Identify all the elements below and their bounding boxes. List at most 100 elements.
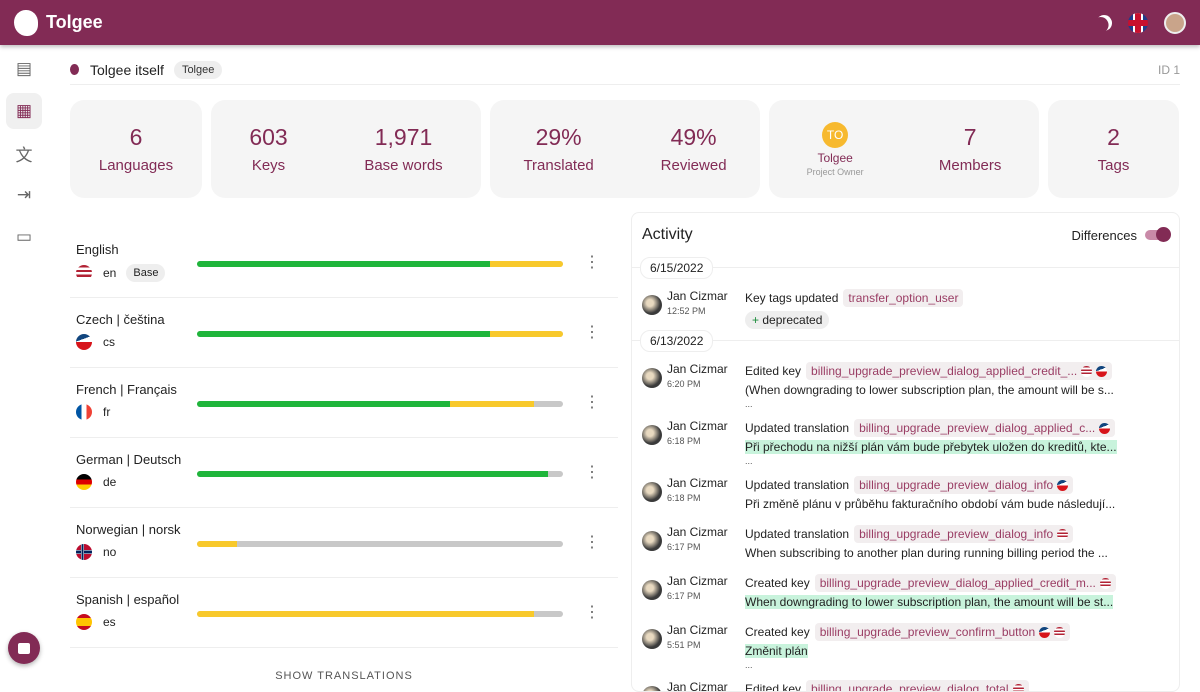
key-chip[interactable]: transfer_option_user bbox=[843, 289, 963, 307]
flag-us-icon bbox=[1057, 529, 1068, 540]
project-id: ID 1 bbox=[1158, 63, 1180, 77]
key-chip[interactable]: billing_upgrade_preview_dialog_applied_c… bbox=[854, 419, 1115, 437]
activity-action: Updated translation bbox=[745, 421, 849, 435]
translation-text: Při změně plánu v průběhu fakturačního o… bbox=[745, 497, 1115, 511]
user-name: Jan Cizmar bbox=[667, 623, 745, 637]
flag-de-icon bbox=[76, 474, 92, 490]
user-name: Jan Cizmar bbox=[667, 419, 745, 433]
breadcrumb: Tolgee itself Tolgee ID 1 bbox=[70, 55, 1180, 85]
translation-text: (When downgrading to lower subscription … bbox=[745, 383, 1114, 397]
show-translations-button[interactable]: SHOW TRANSLATIONS bbox=[70, 670, 618, 682]
flag-us-icon bbox=[1054, 627, 1065, 638]
more-options-icon[interactable]: ⋮ bbox=[584, 252, 600, 272]
language-progress-bar bbox=[197, 261, 563, 267]
organization-chip[interactable]: Tolgee bbox=[174, 61, 222, 79]
translation-text: When downgrading to lower subscription p… bbox=[745, 595, 1113, 609]
user-avatar bbox=[642, 686, 662, 692]
app-name[interactable]: Tolgee bbox=[46, 12, 103, 33]
translated-segment bbox=[197, 611, 534, 617]
user-name: Jan Cizmar bbox=[667, 574, 745, 588]
project-logo-icon bbox=[70, 64, 79, 75]
translated-segment bbox=[490, 331, 563, 337]
activity-date: 6/13/2022 bbox=[632, 340, 1179, 362]
key-chip[interactable]: billing_upgrade_preview_dialog_info bbox=[854, 525, 1073, 543]
more-options-icon[interactable]: ⋮ bbox=[584, 462, 600, 482]
tolgee-logo-icon[interactable] bbox=[14, 10, 38, 36]
user-avatar[interactable] bbox=[1164, 12, 1186, 34]
key-chip[interactable]: billing_upgrade_preview_confirm_button bbox=[815, 623, 1070, 641]
language-progress-bar bbox=[197, 331, 563, 337]
top-bar: Tolgee bbox=[0, 0, 1200, 45]
project-name[interactable]: Tolgee itself bbox=[90, 62, 164, 78]
flag-cz-icon bbox=[1039, 627, 1050, 638]
user-avatar bbox=[642, 482, 662, 502]
language-row: German | Deutsch de ⋮ bbox=[70, 438, 618, 508]
language-code: no bbox=[103, 545, 116, 559]
translated-segment bbox=[490, 261, 563, 267]
keys-count: 603 bbox=[249, 124, 287, 151]
flag-es-icon bbox=[76, 614, 92, 630]
activity-action: Updated translation bbox=[745, 478, 849, 492]
more-options-icon[interactable]: ⋮ bbox=[584, 392, 600, 412]
language-progress-bar bbox=[197, 541, 563, 547]
activity-date: 6/15/2022 bbox=[632, 267, 1179, 289]
more-options-icon[interactable]: ⋮ bbox=[584, 322, 600, 342]
language-uk-flag-icon[interactable] bbox=[1128, 13, 1148, 33]
integrate-icon[interactable]: ▭ bbox=[6, 219, 42, 255]
projects-icon[interactable]: ▤ bbox=[6, 51, 42, 87]
key-name: billing_upgrade_preview_dialog_total bbox=[811, 682, 1008, 692]
base-words-label: Base words bbox=[364, 157, 442, 174]
flag-us-icon bbox=[1013, 684, 1024, 692]
languages-label: Languages bbox=[99, 157, 173, 174]
key-name: transfer_option_user bbox=[848, 291, 958, 305]
reviewed-segment bbox=[197, 261, 490, 267]
feedback-button[interactable] bbox=[8, 632, 40, 664]
key-chip[interactable]: billing_upgrade_preview_dialog_total bbox=[806, 680, 1028, 692]
language-name: Czech | čeština bbox=[76, 312, 165, 327]
flag-cz-icon bbox=[76, 334, 92, 350]
activity-time: 6:17 PM bbox=[667, 591, 745, 601]
user-avatar bbox=[642, 531, 662, 551]
user-name: Jan Cizmar bbox=[667, 476, 745, 490]
date-label: 6/13/2022 bbox=[640, 330, 713, 352]
key-chip[interactable]: billing_upgrade_preview_dialog_applied_c… bbox=[815, 574, 1116, 592]
import-icon[interactable]: ⇥ bbox=[6, 177, 42, 213]
user-name: Jan Cizmar bbox=[667, 525, 745, 539]
dashboard-icon[interactable]: ▦ bbox=[6, 93, 42, 129]
tags-count: 2 bbox=[1098, 124, 1130, 151]
dark-mode-icon[interactable] bbox=[1093, 12, 1115, 34]
key-name: billing_upgrade_preview_confirm_button bbox=[820, 625, 1035, 639]
members-label: Members bbox=[939, 157, 1002, 174]
more-options-icon[interactable]: ⋮ bbox=[584, 532, 600, 552]
reviewed-segment bbox=[197, 471, 548, 477]
activity-time: 6:18 PM bbox=[667, 493, 745, 503]
more-options-icon[interactable]: ⋮ bbox=[584, 602, 600, 622]
translation-text: Při přechodu na nižší plán vám bude přeb… bbox=[745, 440, 1117, 454]
key-name: billing_upgrade_preview_dialog_applied_c… bbox=[811, 364, 1077, 378]
members-count: 7 bbox=[939, 124, 1002, 151]
translations-icon[interactable]: 文 bbox=[6, 135, 42, 171]
owner-name: Tolgee bbox=[807, 151, 864, 165]
flag-cz-icon bbox=[1057, 480, 1068, 491]
tag-added-prefix: + bbox=[752, 313, 759, 327]
key-chip[interactable]: billing_upgrade_preview_dialog_info bbox=[854, 476, 1073, 494]
base-words-count: 1,971 bbox=[364, 124, 442, 151]
activity-action: Edited key bbox=[745, 364, 801, 378]
user-name: Jan Cizmar bbox=[667, 362, 745, 376]
key-chip[interactable]: billing_upgrade_preview_dialog_applied_c… bbox=[806, 362, 1112, 380]
user-name: Jan Cizmar bbox=[667, 289, 745, 303]
tag-chip: + deprecated bbox=[745, 311, 829, 329]
language-row: Czech | čeština cs ⋮ bbox=[70, 298, 618, 368]
translation-text: When subscribing to another plan during … bbox=[745, 546, 1108, 560]
activity-item: Jan Cizmar 6:18 PM Updated translation bil… bbox=[632, 476, 1179, 514]
differences-toggle[interactable] bbox=[1145, 230, 1169, 240]
translated-label: Translated bbox=[523, 157, 593, 174]
